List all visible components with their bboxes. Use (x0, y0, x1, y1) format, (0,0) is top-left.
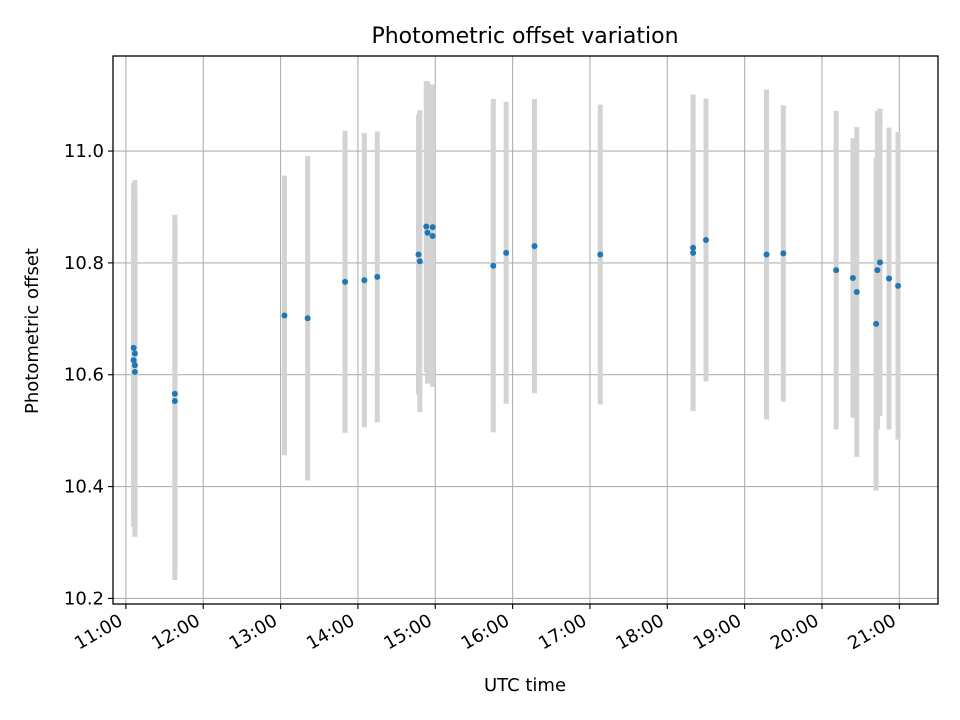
x-tick-label: 17:00 (535, 610, 590, 654)
data-point (853, 288, 860, 295)
errorbars (131, 81, 901, 580)
data-point (874, 267, 881, 274)
y-tick-label: 11.0 (64, 141, 104, 162)
y-tick-label: 10.6 (64, 365, 104, 386)
data-point (374, 273, 381, 280)
data-point (873, 320, 880, 327)
data-point (690, 249, 697, 256)
y-tick-label: 10.2 (64, 588, 104, 609)
data-point (895, 282, 902, 289)
chart-title: Photometric offset variation (371, 24, 678, 49)
x-tick-label: 13:00 (226, 610, 281, 654)
x-tick-label: 18:00 (612, 610, 667, 654)
axis-ticks: 11:00 12:00 13:00 14:00 15:00 16:00 17:00 18:00… (64, 141, 900, 654)
data-point (597, 251, 604, 258)
data-point (304, 315, 311, 322)
data-point (361, 277, 368, 284)
data-point (131, 350, 138, 357)
data-point (780, 250, 787, 257)
data-point (131, 362, 138, 369)
y-axis-label: Photometric offset (22, 248, 43, 414)
data-point (876, 259, 883, 266)
data-point (886, 275, 893, 282)
data-points (130, 223, 902, 405)
data-point (763, 251, 770, 258)
data-point (281, 312, 288, 319)
data-point (429, 224, 436, 231)
data-point (690, 244, 697, 251)
data-point (849, 274, 856, 281)
data-point (429, 233, 436, 240)
data-point (415, 251, 422, 258)
plot-frame (112, 55, 939, 605)
data-point (171, 390, 178, 397)
data-point (171, 398, 178, 405)
data-point (416, 258, 423, 265)
x-tick-label: 19:00 (690, 610, 745, 654)
x-tick-label: 15:00 (380, 610, 435, 654)
y-tick-label: 10.8 (64, 253, 104, 274)
x-tick-label: 14:00 (303, 610, 358, 654)
data-point (503, 249, 510, 256)
data-point (702, 236, 709, 243)
x-tick-label: 21:00 (844, 610, 899, 654)
data-point (342, 278, 349, 285)
data-point (490, 262, 497, 269)
y-tick-label: 10.4 (64, 477, 104, 498)
x-tick-label: 20:00 (767, 610, 822, 654)
data-point (423, 223, 430, 230)
x-tick-label: 16:00 (458, 610, 513, 654)
grid (113, 56, 938, 604)
data-point (424, 229, 431, 236)
x-tick-label: 12:00 (148, 610, 203, 654)
x-tick-label: 11:00 (71, 610, 126, 654)
x-axis-label: UTC time (484, 675, 566, 696)
data-point (531, 243, 538, 250)
data-point (833, 267, 840, 274)
data-point (130, 357, 137, 364)
data-point (131, 368, 138, 375)
data-point (130, 344, 137, 351)
